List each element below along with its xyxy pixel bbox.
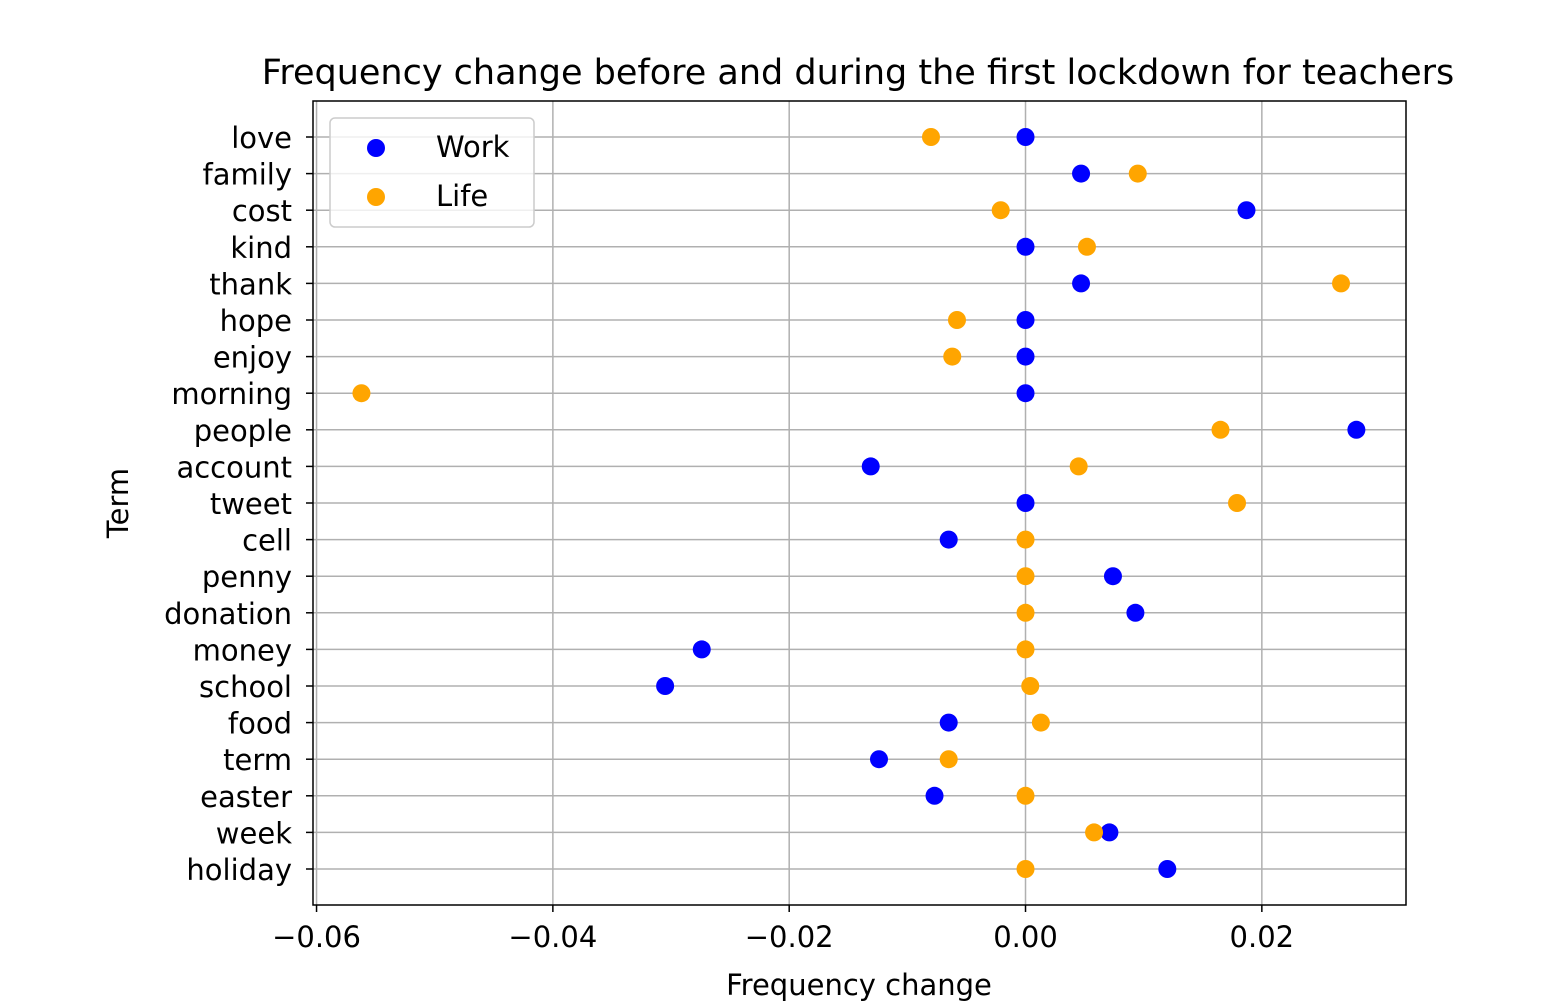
y-tick-label-love: love xyxy=(231,121,292,155)
point-work-easter xyxy=(925,786,944,805)
axis-ticks: −0.06 −0.04 −0.02 0.00 0.02 lovefamilycostkin… xyxy=(164,121,1294,954)
legend: Work Life xyxy=(329,117,535,228)
y-tick-label-money: money xyxy=(193,633,292,667)
point-work-morning xyxy=(1016,384,1035,403)
y-tick-label-easter: easter xyxy=(200,780,292,814)
y-tick-label-people: people xyxy=(194,414,292,448)
point-life-penny xyxy=(1016,567,1035,586)
point-work-money xyxy=(692,640,711,659)
point-life-cost xyxy=(991,201,1010,220)
point-work-account xyxy=(861,457,880,476)
grid-lines xyxy=(313,101,1406,905)
point-work-people xyxy=(1347,420,1366,439)
y-tick-label-food: food xyxy=(228,707,292,741)
x-tick-label: 0.02 xyxy=(1230,920,1295,954)
y-tick-label-holiday: holiday xyxy=(186,853,292,887)
chart-title: Frequency change before and during the f… xyxy=(262,53,1454,93)
point-life-family xyxy=(1128,164,1147,183)
x-axis-label: Frequency change xyxy=(726,968,992,1002)
legend-marker-life xyxy=(367,188,385,206)
point-life-holiday xyxy=(1016,860,1035,878)
y-tick-label-account: account xyxy=(176,450,292,484)
y-tick-label-kind: kind xyxy=(230,231,292,265)
point-work-cost xyxy=(1237,201,1256,220)
point-life-money xyxy=(1016,640,1035,659)
point-work-hope xyxy=(1016,311,1035,329)
legend-label-work: Work xyxy=(436,130,510,164)
y-tick-label-thank: thank xyxy=(209,267,292,301)
point-work-thank xyxy=(1072,274,1091,293)
point-life-donation xyxy=(1016,603,1035,622)
y-tick-label-cost: cost xyxy=(232,194,292,228)
point-work-kind xyxy=(1016,237,1035,256)
x-tick-label: −0.06 xyxy=(272,920,361,954)
y-axis-label: Term xyxy=(101,468,135,539)
point-life-kind xyxy=(1077,237,1096,256)
point-life-people xyxy=(1211,420,1230,439)
point-life-account xyxy=(1069,457,1088,476)
point-life-enjoy xyxy=(943,347,962,366)
y-tick-label-cell: cell xyxy=(242,524,292,558)
point-work-enjoy xyxy=(1016,347,1035,366)
y-tick-label-penny: penny xyxy=(202,560,292,594)
y-tick-label-week: week xyxy=(216,816,292,850)
x-tick-label: 0.00 xyxy=(993,920,1058,954)
point-life-week xyxy=(1085,823,1104,842)
point-life-morning xyxy=(352,384,371,403)
point-life-term xyxy=(939,750,958,769)
y-tick-label-school: school xyxy=(199,670,292,704)
point-work-cell xyxy=(939,530,958,549)
y-tick-label-tweet: tweet xyxy=(210,487,292,521)
point-work-family xyxy=(1072,164,1091,183)
point-life-easter xyxy=(1016,786,1035,805)
point-life-love xyxy=(921,128,940,146)
point-life-hope xyxy=(947,311,966,329)
point-work-school xyxy=(656,677,675,695)
y-tick-label-enjoy: enjoy xyxy=(213,341,292,375)
x-tick-label: −0.04 xyxy=(508,920,597,954)
point-work-love xyxy=(1016,128,1035,146)
y-tick-label-family: family xyxy=(202,158,292,192)
point-work-tweet xyxy=(1016,494,1035,512)
legend-marker-work xyxy=(367,139,385,157)
point-work-donation xyxy=(1126,603,1145,622)
point-work-penny xyxy=(1103,567,1122,586)
point-life-food xyxy=(1031,713,1050,732)
point-work-holiday xyxy=(1158,860,1177,878)
point-life-tweet xyxy=(1228,494,1247,512)
y-tick-label-donation: donation xyxy=(164,597,292,631)
y-tick-label-hope: hope xyxy=(220,304,292,338)
point-life-cell xyxy=(1016,530,1035,549)
point-work-food xyxy=(939,713,958,732)
point-work-term xyxy=(869,750,888,769)
point-life-school xyxy=(1021,677,1040,695)
point-work-week xyxy=(1100,823,1119,842)
y-tick-label-morning: morning xyxy=(171,377,292,411)
point-life-thank xyxy=(1332,274,1351,293)
y-tick-label-term: term xyxy=(223,743,292,777)
data-markers xyxy=(352,128,1366,878)
x-tick-label: −0.02 xyxy=(745,920,834,954)
legend-label-life: Life xyxy=(436,179,488,213)
